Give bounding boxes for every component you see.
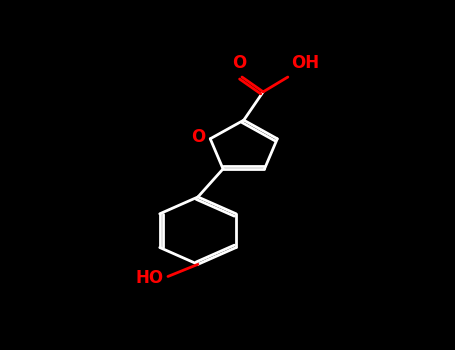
Text: O: O xyxy=(232,54,246,72)
Text: HO: HO xyxy=(136,269,164,287)
Text: O: O xyxy=(191,128,205,146)
Text: OH: OH xyxy=(291,54,319,72)
